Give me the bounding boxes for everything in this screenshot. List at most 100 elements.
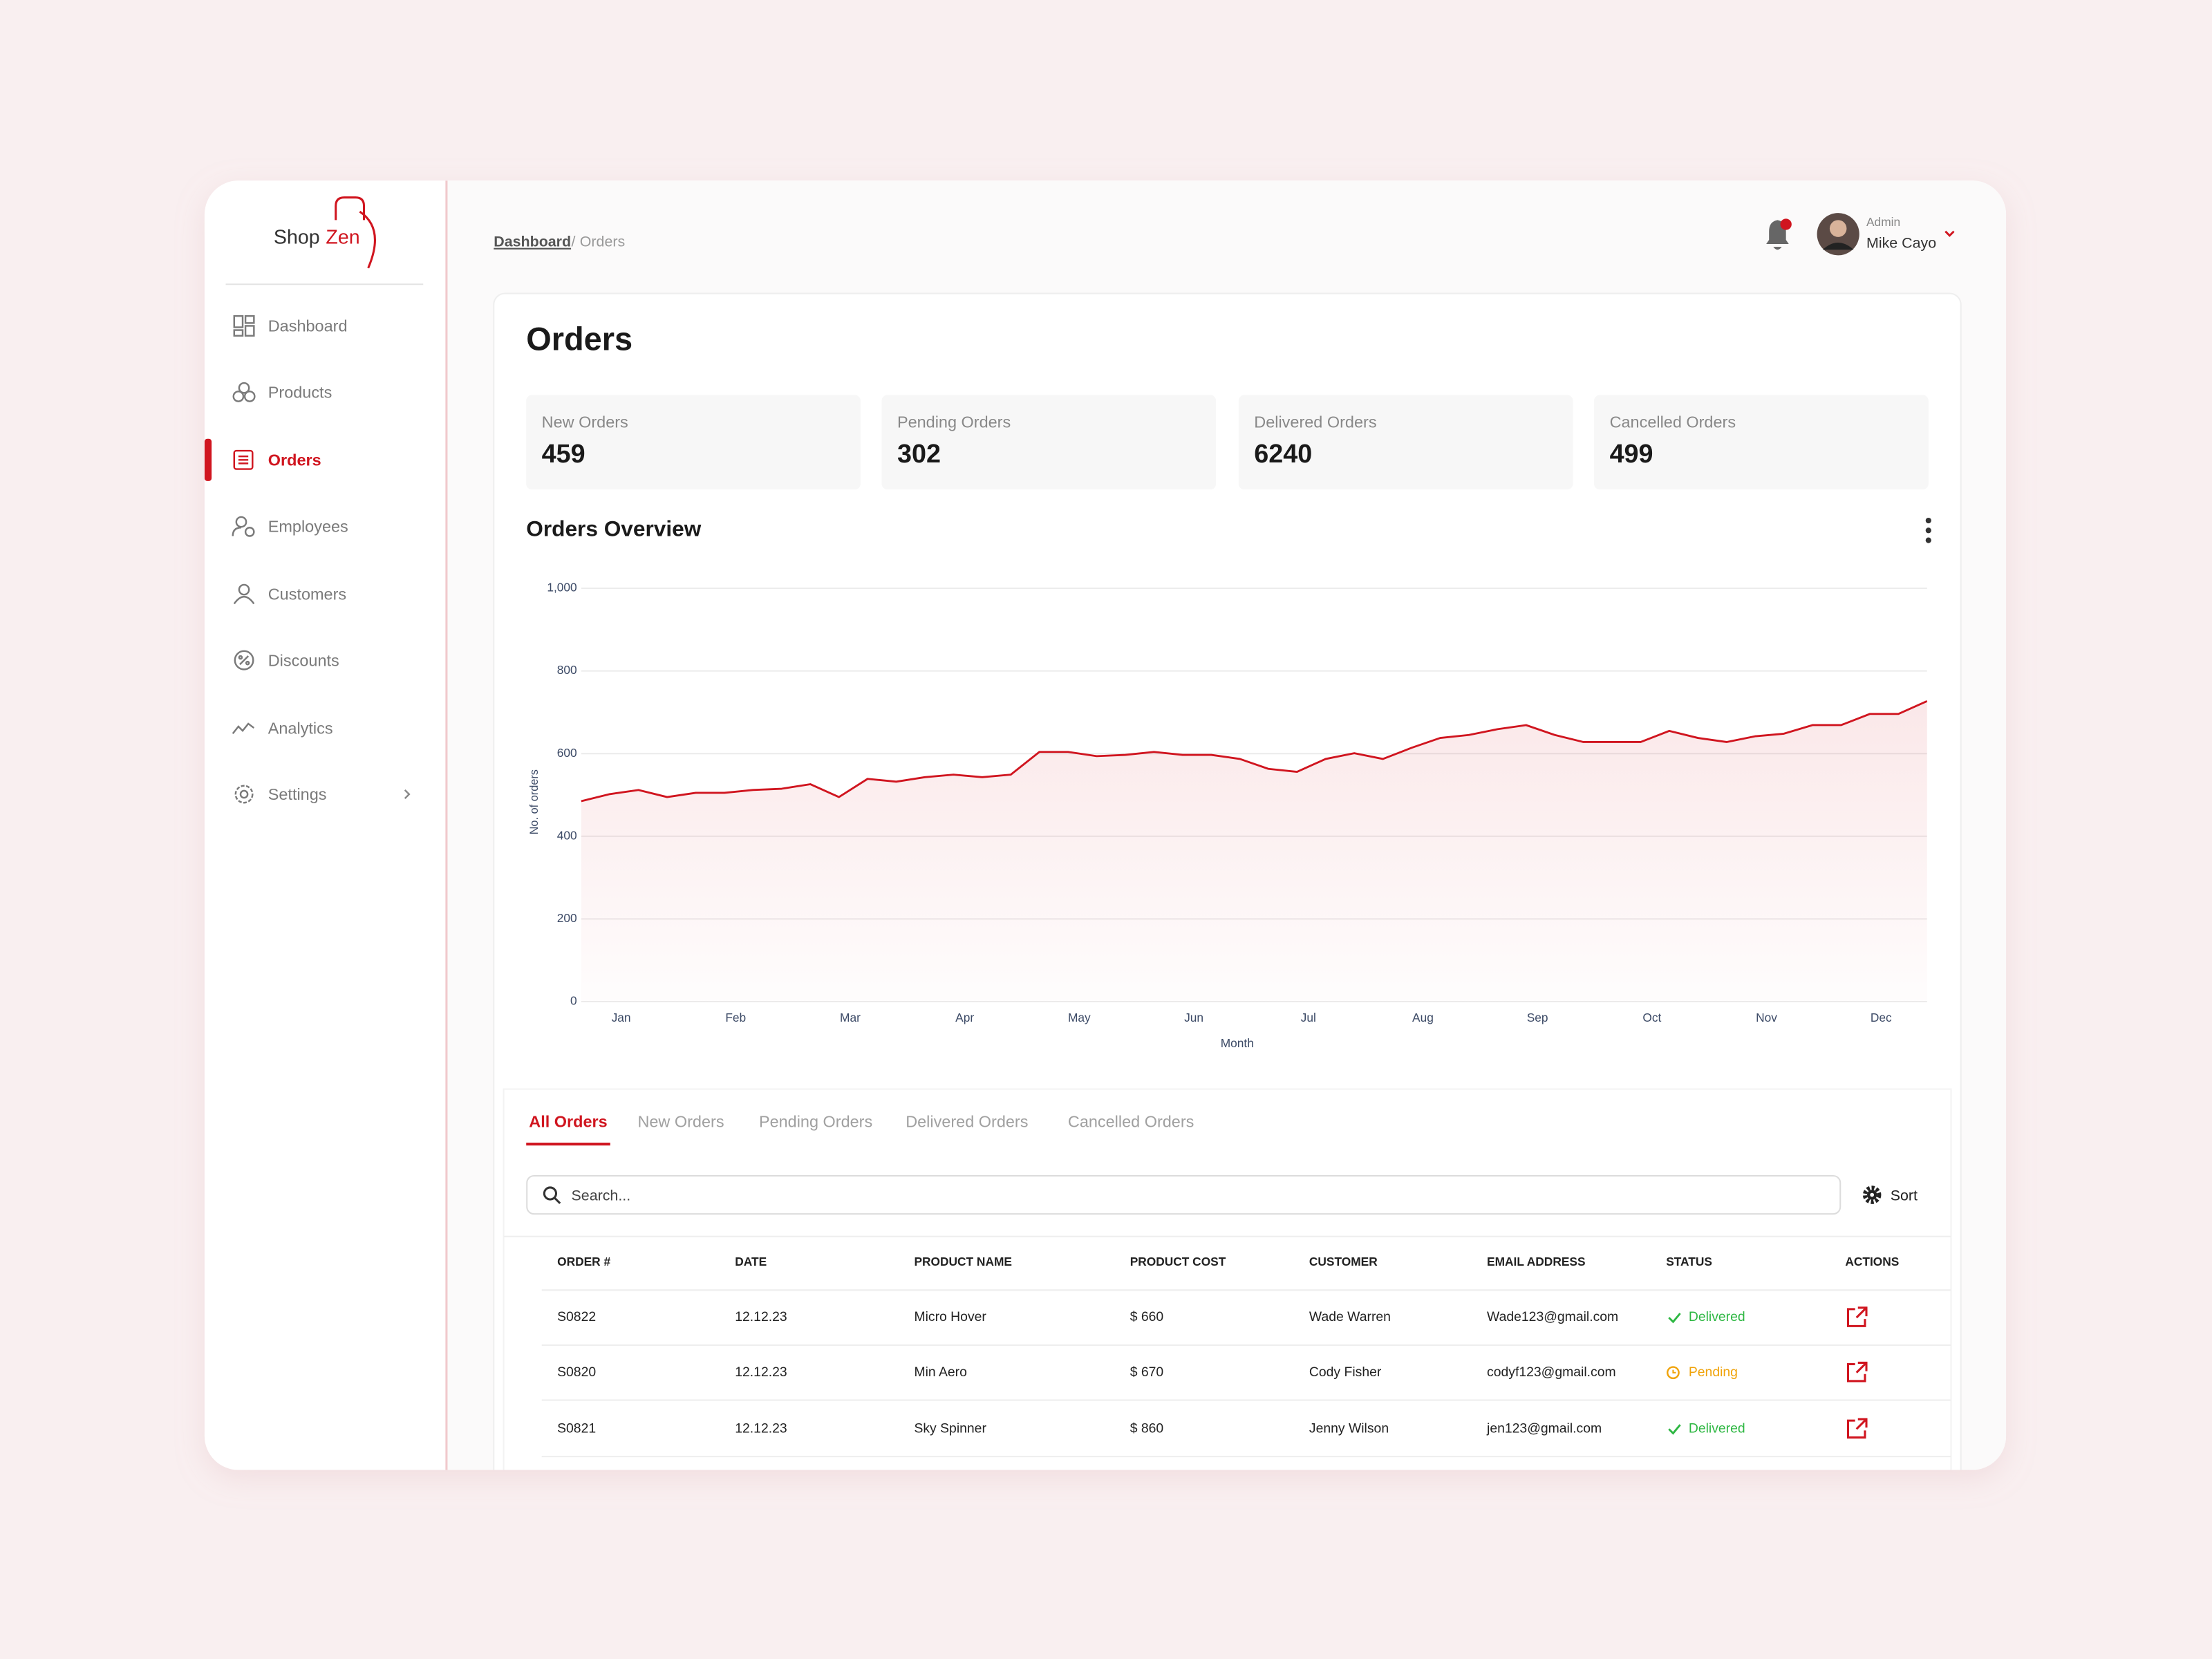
x-tick-label: Dec (1871, 1011, 1892, 1024)
tab-label: Delivered Orders (906, 1113, 1028, 1131)
y-tick-label: 800 (557, 663, 577, 677)
column-header: STATUS (1666, 1255, 1712, 1268)
line (581, 700, 1928, 803)
stat-value: 499 (1610, 439, 1653, 468)
action-open[interactable] (1846, 1306, 1868, 1327)
action-open[interactable] (1846, 1418, 1868, 1439)
table-row: S0821 12.12.23 Sky Spinner $ 860 Jenny Wilso… (557, 1418, 1868, 1439)
orders-table: ORDER # DATE PRODUCT NAME PRODUCT COST CUSTO… (541, 1255, 1951, 1458)
nav-item[interactable]: Dashboard (233, 315, 348, 337)
chart-menu[interactable] (1925, 517, 1931, 543)
column-header: PRODUCT NAME (914, 1255, 1012, 1268)
status-icon-hand (1672, 1369, 1676, 1374)
x-tick-label: Jan (612, 1011, 631, 1024)
cell: codyf123@gmail.com (1487, 1365, 1616, 1380)
nav-item[interactable]: Discounts (234, 650, 339, 671)
column-header: ACTIONS (1845, 1255, 1899, 1268)
user-role: Admin (1866, 215, 1900, 229)
stat-card: Pending Orders 302 (881, 395, 1217, 490)
breadcrumb-separator: / (572, 234, 576, 250)
chart-title: Orders Overview (526, 516, 702, 541)
nav-label: Employees (268, 517, 348, 535)
nav-label: Customers (268, 585, 346, 603)
action-open[interactable] (1846, 1361, 1868, 1382)
user-menu[interactable] (1944, 230, 1955, 237)
cell: 12.12.23 (735, 1309, 787, 1324)
cell: Wade123@gmail.com (1487, 1309, 1618, 1324)
nav-icon (232, 722, 255, 734)
nav-label: Settings (268, 785, 327, 803)
logo[interactable]: Shop Zen (274, 196, 376, 269)
status-icon (1668, 1424, 1681, 1435)
tab[interactable]: Pending Orders (759, 1113, 872, 1131)
y-tick-label: 600 (557, 746, 577, 760)
stat-card: Cancelled Orders 499 (1594, 395, 1929, 490)
cell: Jenny Wilson (1309, 1421, 1389, 1436)
table-row: S0820 12.12.23 Min Aero $ 670 Cody Fisher cod… (557, 1361, 1868, 1382)
cell: jen123@gmail.com (1486, 1421, 1602, 1436)
avatar[interactable] (1817, 213, 1859, 256)
nav-item[interactable]: Settings (234, 785, 411, 804)
cell: 12.12.23 (735, 1421, 787, 1436)
nav-label: Analytics (268, 719, 333, 737)
cell: $ 660 (1130, 1309, 1164, 1324)
nav-item[interactable]: Analytics (232, 719, 333, 737)
tabs: All Orders New Orders Pending Orders Delive… (526, 1113, 1194, 1146)
column-header: EMAIL ADDRESS (1487, 1255, 1585, 1268)
active-indicator (204, 438, 212, 481)
tab[interactable]: All Orders (526, 1113, 610, 1146)
nav-item[interactable]: Products (232, 382, 332, 402)
x-tick-label: Apr (955, 1011, 974, 1024)
notifications[interactable] (1766, 218, 1792, 250)
breadcrumb-parent[interactable]: Dashboard (494, 234, 571, 250)
tab[interactable]: Cancelled Orders (1068, 1113, 1194, 1131)
nav-item[interactable]: Employees (232, 516, 348, 537)
cell: S0820 (557, 1365, 596, 1380)
nav-label: Discounts (268, 651, 339, 669)
nav-label: Products (268, 384, 332, 402)
cell: $ 860 (1130, 1421, 1164, 1436)
nav-label: Dashboard (268, 317, 348, 335)
nav-icon (233, 583, 255, 605)
y-tick-label: 200 (557, 911, 577, 925)
nav-icon (234, 785, 254, 804)
search-icon (543, 1186, 561, 1204)
status: Delivered (1689, 1309, 1745, 1324)
x-tick-label: Nov (1756, 1011, 1777, 1024)
y-tick-label: 1,000 (547, 581, 577, 594)
table-row: S0822 12.12.23 Micro Hover $ 660 Wade Warren… (557, 1306, 1868, 1327)
tab[interactable]: Delivered Orders (906, 1113, 1028, 1131)
status: Delivered (1689, 1421, 1745, 1436)
logo-first: Shop (274, 226, 320, 248)
cell: $ 670 (1130, 1365, 1164, 1380)
sort-button[interactable]: Sort (1862, 1185, 1918, 1204)
cell: Sky Spinner (914, 1421, 986, 1436)
x-tick-label: Aug (1412, 1011, 1434, 1024)
search-placeholder: Search... (572, 1187, 631, 1203)
nav-item[interactable]: Customers (233, 583, 346, 605)
y-axis-label: No. of orders (528, 769, 541, 834)
search-box[interactable] (526, 1175, 1841, 1215)
cell: Micro Hover (914, 1309, 986, 1324)
status-icon (1668, 1313, 1681, 1324)
nav-icon (232, 516, 255, 537)
cell: Wade Warren (1309, 1309, 1391, 1324)
column-header: ORDER # (557, 1255, 610, 1268)
stat-value: 302 (897, 439, 941, 468)
logo-second: Zen (326, 226, 359, 248)
tab-label: All Orders (529, 1113, 607, 1131)
nav-item[interactable]: Orders (204, 438, 321, 481)
x-tick-label: Feb (725, 1011, 746, 1024)
app-content: Shop Zen Dashboard Products Orders Employee… (204, 180, 2007, 1470)
tab-label: Pending Orders (759, 1113, 872, 1131)
stat-card: New Orders 459 (526, 395, 861, 490)
x-tick-label: Jun (1184, 1011, 1203, 1024)
chart: 0 200 400 600 800 1,000 No. of orders Month Jan F… (528, 581, 1928, 1050)
stat-box (1238, 395, 1573, 490)
tab-label: Cancelled Orders (1068, 1113, 1194, 1131)
cell: Cody Fisher (1309, 1365, 1382, 1380)
tab[interactable]: New Orders (637, 1113, 724, 1131)
cell: Min Aero (914, 1365, 966, 1380)
nav-icon (233, 315, 255, 337)
